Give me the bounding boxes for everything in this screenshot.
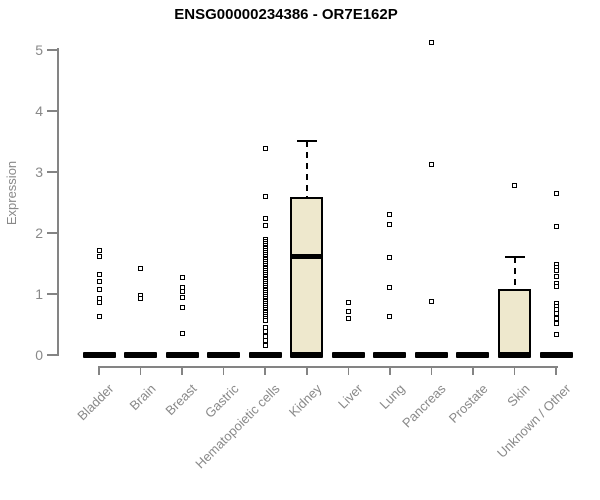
outlier-point [553, 274, 559, 280]
outlier-point [553, 332, 559, 338]
outlier-point [553, 224, 559, 230]
zero-median-bar [290, 352, 324, 358]
y-tick-label: 4 [35, 103, 43, 119]
outlier-point [96, 254, 102, 260]
y-tick-mark [47, 171, 58, 173]
zero-median-bar [248, 352, 282, 358]
zero-median-bar [165, 352, 199, 358]
outlier-point [96, 287, 102, 293]
outlier-point [262, 145, 268, 151]
median-bar [290, 253, 324, 259]
outlier-point [553, 320, 559, 326]
outlier-point [387, 211, 393, 217]
outlier-point [553, 268, 559, 274]
zero-median-bar [498, 352, 531, 358]
y-axis-line [57, 48, 59, 356]
y-tick-mark [47, 232, 58, 234]
x-tick-mark [513, 366, 516, 375]
zero-median-bar [539, 352, 573, 358]
outlier-point [428, 162, 434, 168]
outlier-point [262, 337, 268, 343]
whisker-cap [504, 255, 525, 259]
outlier-point [179, 275, 185, 281]
outlier-point [553, 284, 559, 290]
whisker-cap [296, 139, 317, 143]
outlier-point [179, 330, 185, 336]
x-axis-line [97, 366, 558, 368]
box [498, 289, 531, 357]
outlier-point [387, 314, 393, 320]
outlier-point [138, 295, 144, 301]
outlier-point [345, 315, 351, 321]
y-tick-mark [47, 110, 58, 112]
outlier-point [96, 247, 102, 253]
y-tick-label: 0 [35, 347, 43, 363]
outlier-point [96, 300, 102, 306]
outlier-point [262, 222, 268, 228]
x-tick-mark [389, 366, 391, 375]
outlier-point [387, 285, 393, 291]
zero-median-bar [331, 352, 365, 358]
x-tick-mark [222, 366, 225, 375]
outlier-point [387, 221, 393, 227]
whisker-line [305, 140, 308, 197]
outlier-point [262, 342, 268, 348]
outlier-point [262, 193, 268, 199]
x-tick-mark [430, 366, 433, 375]
y-tick-label: 2 [35, 225, 43, 241]
x-tick-mark [181, 366, 183, 375]
zero-median-bar [456, 352, 490, 358]
y-tick-mark [47, 354, 58, 356]
y-tick-mark [47, 49, 58, 51]
outlier-point [96, 314, 102, 320]
outlier-point [138, 265, 144, 271]
outlier-point [553, 311, 559, 317]
outlier-point [179, 304, 185, 310]
outlier-point [512, 182, 517, 188]
outlier-point [345, 300, 351, 306]
chart-title: ENSG00000234386 - OR7E162P [174, 6, 398, 23]
box [290, 197, 324, 357]
outlier-point [387, 254, 393, 260]
y-tick-label: 5 [35, 42, 43, 58]
outlier-point [262, 215, 268, 221]
x-tick-mark [306, 366, 308, 375]
outlier-point [179, 289, 185, 295]
outlier-point [96, 279, 102, 285]
outlier-point [428, 39, 434, 45]
zero-median-bar [373, 352, 407, 358]
y-tick-label: 3 [35, 164, 43, 180]
outlier-point [553, 315, 559, 321]
outlier-point [345, 308, 351, 314]
zero-median-bar [82, 352, 116, 358]
y-tick-mark [47, 293, 58, 295]
x-tick-mark [264, 366, 266, 375]
x-tick-mark [98, 366, 100, 375]
zero-median-bar [207, 352, 241, 358]
x-tick-mark [555, 366, 557, 375]
y-tick-label: 1 [35, 286, 43, 302]
outlier-point [428, 299, 434, 305]
outlier-point [262, 317, 268, 323]
zero-median-bar [124, 352, 158, 358]
outlier-point [96, 271, 102, 277]
whisker-line [513, 256, 516, 290]
x-tick-mark [139, 366, 142, 375]
outlier-point [179, 294, 185, 300]
x-tick-mark [472, 366, 474, 375]
x-tick-mark [347, 366, 350, 375]
zero-median-bar [414, 352, 448, 358]
outlier-point [553, 191, 559, 197]
